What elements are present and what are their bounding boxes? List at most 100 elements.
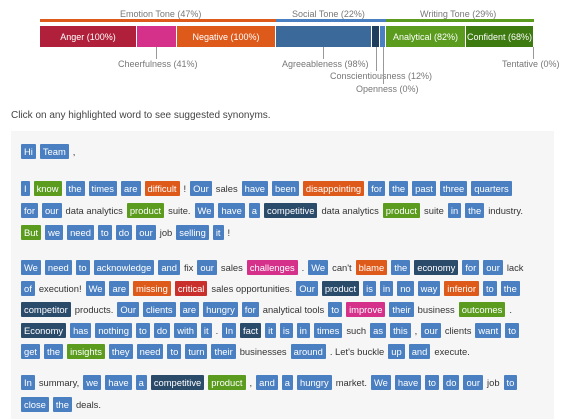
highlighted-word[interactable]: disappointing <box>302 181 365 196</box>
conscientiousness-bar[interactable] <box>372 26 380 47</box>
highlighted-word[interactable]: for <box>368 181 386 196</box>
highlighted-word[interactable]: to <box>135 323 150 338</box>
highlighted-word[interactable]: the <box>500 281 520 296</box>
highlighted-word[interactable]: to <box>75 260 90 275</box>
highlighted-word[interactable]: and <box>158 260 180 275</box>
highlighted-word[interactable]: outcomes <box>458 302 506 317</box>
highlighted-word[interactable]: We <box>85 281 106 296</box>
highlighted-word[interactable]: to <box>505 323 520 338</box>
confident-bar[interactable]: Confident (68%) <box>466 26 534 47</box>
highlighted-word[interactable]: in <box>447 203 462 218</box>
highlighted-word[interactable]: economy <box>414 260 459 275</box>
highlighted-word[interactable]: But <box>21 225 42 240</box>
highlighted-word[interactable]: product <box>382 203 421 218</box>
highlighted-word[interactable]: the <box>44 344 64 359</box>
highlighted-word[interactable]: to <box>482 281 497 296</box>
highlighted-word[interactable]: We <box>194 203 215 218</box>
highlighted-word[interactable]: inferior <box>444 281 479 296</box>
highlighted-word[interactable]: with <box>174 323 197 338</box>
highlighted-word[interactable]: product <box>208 375 246 390</box>
highlighted-word[interactable]: is <box>363 281 376 296</box>
highlighted-word[interactable]: a <box>135 375 147 390</box>
highlighted-word[interactable]: are <box>109 281 130 296</box>
highlighted-word[interactable]: product <box>321 281 360 296</box>
highlighted-word[interactable]: it <box>265 323 276 338</box>
highlighted-word[interactable]: is <box>279 323 293 338</box>
highlighted-word[interactable]: for <box>462 260 480 275</box>
highlighted-word[interactable]: the <box>465 203 485 218</box>
highlighted-word[interactable]: a <box>281 375 294 390</box>
highlighted-word[interactable]: Our <box>117 302 139 317</box>
highlighted-word[interactable]: have <box>241 181 269 196</box>
highlighted-word[interactable]: three <box>439 181 468 196</box>
highlighted-word[interactable]: and <box>256 375 278 390</box>
highlighted-word[interactable]: our <box>136 225 156 240</box>
highlighted-word[interactable]: to <box>97 225 112 240</box>
highlighted-word[interactable]: nothing <box>95 323 132 338</box>
agreeableness-bar[interactable] <box>276 26 372 47</box>
highlighted-word[interactable]: this <box>390 323 411 338</box>
highlighted-word[interactable]: and <box>408 344 431 359</box>
highlighted-word[interactable]: the <box>52 397 72 412</box>
highlighted-word[interactable]: do <box>153 323 171 338</box>
highlighted-word[interactable]: we <box>83 375 102 390</box>
highlighted-word[interactable]: difficult <box>144 181 180 196</box>
openness-bar[interactable] <box>380 26 386 47</box>
highlighted-word[interactable]: the <box>391 260 411 275</box>
highlighted-word[interactable]: are <box>120 181 141 196</box>
highlighted-word[interactable]: Our <box>296 281 318 296</box>
highlighted-word[interactable]: missing <box>133 281 171 296</box>
highlighted-word[interactable]: the <box>389 181 409 196</box>
highlighted-word[interactable]: way <box>417 281 441 296</box>
highlighted-word[interactable]: want <box>475 323 502 338</box>
highlighted-word[interactable]: have <box>394 375 422 390</box>
highlighted-word[interactable]: In <box>222 323 237 338</box>
highlighted-word[interactable]: our <box>483 260 503 275</box>
highlighted-word[interactable]: fact <box>240 323 262 338</box>
highlighted-word[interactable]: up <box>388 344 405 359</box>
highlighted-word[interactable]: competitor <box>21 302 71 317</box>
highlighted-word[interactable]: We <box>21 260 41 275</box>
highlighted-word[interactable]: competitive <box>150 375 205 390</box>
highlighted-word[interactable]: our <box>463 375 484 390</box>
highlighted-word[interactable]: need <box>136 344 164 359</box>
highlighted-word[interactable]: have <box>218 203 245 218</box>
highlighted-word[interactable]: for <box>241 302 259 317</box>
highlighted-word[interactable]: a <box>248 203 261 218</box>
highlighted-word[interactable]: improve <box>346 302 386 317</box>
highlighted-word[interactable]: In <box>21 375 35 390</box>
highlighted-word[interactable]: Economy <box>21 323 67 338</box>
highlighted-word[interactable]: in <box>379 281 394 296</box>
highlighted-word[interactable]: has <box>70 323 92 338</box>
highlighted-word[interactable]: Team <box>39 144 69 159</box>
highlighted-word[interactable]: blame <box>355 260 388 275</box>
highlighted-word[interactable]: challenges <box>246 260 298 275</box>
highlighted-word[interactable]: hungry <box>203 302 238 317</box>
anger-bar[interactable]: Anger (100%) <box>40 26 137 47</box>
highlighted-word[interactable]: around <box>290 344 326 359</box>
highlighted-word[interactable]: no <box>397 281 414 296</box>
highlighted-word[interactable]: critical <box>174 281 208 296</box>
highlighted-word[interactable]: Our <box>190 181 212 196</box>
analytical-bar[interactable]: Analytical (82%) <box>386 26 466 47</box>
highlighted-word[interactable]: close <box>21 397 49 412</box>
highlighted-word[interactable]: quarters <box>471 181 512 196</box>
highlighted-word[interactable]: of <box>21 281 35 296</box>
highlighted-word[interactable]: selling <box>176 225 209 240</box>
highlighted-word[interactable]: turn <box>185 344 208 359</box>
highlighted-word[interactable]: times <box>88 181 117 196</box>
highlighted-word[interactable]: as <box>370 323 387 338</box>
highlighted-word[interactable]: they <box>108 344 133 359</box>
highlighted-word[interactable]: know <box>33 181 62 196</box>
highlighted-word[interactable]: our <box>421 323 441 338</box>
highlighted-word[interactable]: to <box>328 302 343 317</box>
highlighted-word[interactable]: competitive <box>264 203 318 218</box>
highlighted-word[interactable]: to <box>503 375 518 390</box>
highlighted-word[interactable]: are <box>179 302 200 317</box>
highlighted-word[interactable]: We <box>370 375 391 390</box>
highlighted-word[interactable]: have <box>105 375 132 390</box>
highlighted-word[interactable]: our <box>41 203 62 218</box>
highlighted-word[interactable]: I <box>21 181 30 196</box>
highlighted-word[interactable]: We <box>308 260 329 275</box>
highlighted-word[interactable]: product <box>126 203 165 218</box>
